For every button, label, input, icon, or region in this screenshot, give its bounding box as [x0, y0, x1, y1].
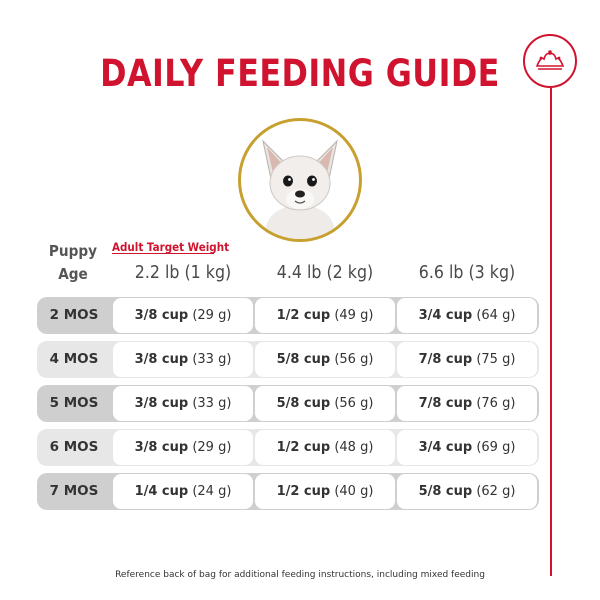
- cup-amount: 5/8 cup: [276, 396, 331, 411]
- row-age: 4 MOS: [49, 351, 99, 367]
- crown-icon: [535, 50, 565, 70]
- row-age: 7 MOS: [49, 483, 99, 499]
- row-age: 5 MOS: [49, 395, 99, 411]
- page-title: DAILY FEEDING GUIDE: [100, 52, 500, 95]
- column-header-1kg: 2.2 lb (1 kg): [134, 262, 232, 283]
- cup-amount: 3/4 cup: [418, 440, 473, 455]
- cup-amount: 1/2 cup: [276, 440, 331, 455]
- footnote: Reference back of bag for additional fee…: [115, 570, 485, 580]
- row-age: 2 MOS: [49, 307, 99, 323]
- table-cell: 1/2 cup (48 g): [255, 430, 395, 465]
- cup-amount: 1/2 cup: [276, 484, 331, 499]
- cup-amount: 3/8 cup: [134, 308, 189, 323]
- adult-target-weight-rule: [112, 253, 214, 254]
- puppy-age-header-line1: Puppy: [48, 242, 98, 260]
- gram-amount: (64 g): [476, 308, 516, 323]
- table-cell: 3/4 cup (69 g): [397, 430, 537, 465]
- table-cell: 1/2 cup (49 g): [255, 298, 395, 333]
- gram-amount: (62 g): [476, 484, 516, 499]
- table-cell: 5/8 cup (62 g): [397, 474, 537, 509]
- table-cell: 3/8 cup (29 g): [113, 298, 253, 333]
- adult-target-weight-label: Adult Target Weight: [112, 240, 230, 254]
- gram-amount: (69 g): [476, 440, 516, 455]
- column-header-2kg: 4.4 lb (2 kg): [276, 262, 374, 283]
- puppy-age-header-line2: Age: [58, 265, 88, 283]
- column-header-3kg: 6.6 lb (3 kg): [418, 262, 516, 283]
- table-cell: 5/8 cup (56 g): [255, 386, 395, 421]
- cup-amount: 1/4 cup: [134, 484, 189, 499]
- table-cell: 3/8 cup (33 g): [113, 342, 253, 377]
- gram-amount: (75 g): [476, 352, 516, 367]
- brand-badge: [523, 34, 577, 88]
- cup-amount: 3/8 cup: [134, 396, 189, 411]
- table-row: 5 MOS 3/8 cup (33 g) 5/8 cup (56 g) 7/8 …: [37, 385, 539, 422]
- table-row: 2 MOS 3/8 cup (29 g) 1/2 cup (49 g) 3/4 …: [37, 297, 539, 334]
- cup-amount: 1/2 cup: [276, 308, 331, 323]
- cup-amount: 5/8 cup: [418, 484, 473, 499]
- table-row: 7 MOS 1/4 cup (24 g) 1/2 cup (40 g) 5/8 …: [37, 473, 539, 510]
- dog-illustration: [262, 139, 338, 239]
- gram-amount: (40 g): [334, 484, 374, 499]
- gram-amount: (24 g): [192, 484, 232, 499]
- table-row: 6 MOS 3/8 cup (29 g) 1/2 cup (48 g) 3/4 …: [37, 429, 539, 466]
- gram-amount: (56 g): [334, 396, 374, 411]
- gram-amount: (33 g): [192, 396, 232, 411]
- cup-amount: 3/8 cup: [134, 352, 189, 367]
- table-cell: 5/8 cup (56 g): [255, 342, 395, 377]
- cup-amount: 5/8 cup: [276, 352, 331, 367]
- cup-amount: 7/8 cup: [418, 352, 473, 367]
- gram-amount: (48 g): [334, 440, 374, 455]
- table-row: 4 MOS 3/8 cup (33 g) 5/8 cup (56 g) 7/8 …: [37, 341, 539, 378]
- gram-amount: (49 g): [334, 308, 374, 323]
- table-cell: 3/8 cup (29 g): [113, 430, 253, 465]
- puppy-age-header: Puppy Age: [47, 240, 98, 286]
- chihuahua-puppy-photo: [238, 118, 362, 242]
- row-age: 6 MOS: [49, 439, 99, 455]
- gram-amount: (33 g): [192, 352, 232, 367]
- gram-amount: (29 g): [192, 440, 232, 455]
- cup-amount: 3/8 cup: [134, 440, 189, 455]
- table-cell: 7/8 cup (75 g): [397, 342, 537, 377]
- brand-vertical-line: [550, 88, 552, 576]
- table-cell: 3/4 cup (64 g): [397, 298, 537, 333]
- table-cell: 3/8 cup (33 g): [113, 386, 253, 421]
- table-cell: 1/4 cup (24 g): [113, 474, 253, 509]
- gram-amount: (56 g): [334, 352, 374, 367]
- cup-amount: 7/8 cup: [418, 396, 473, 411]
- gram-amount: (29 g): [192, 308, 232, 323]
- table-cell: 1/2 cup (40 g): [255, 474, 395, 509]
- gram-amount: (76 g): [476, 396, 516, 411]
- cup-amount: 3/4 cup: [418, 308, 473, 323]
- table-cell: 7/8 cup (76 g): [397, 386, 537, 421]
